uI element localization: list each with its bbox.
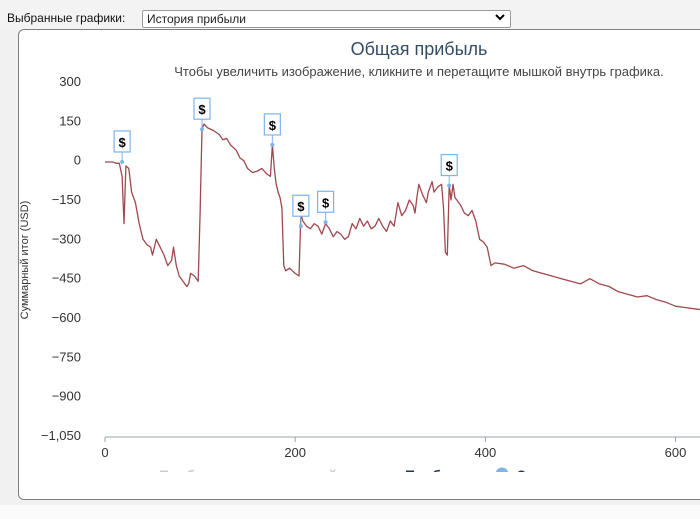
x-tick-label: 200	[284, 445, 306, 460]
chart-selector-value: История прибыли	[147, 12, 246, 26]
dollar-flag	[317, 190, 335, 213]
significant-win-point	[298, 224, 303, 229]
y-tick-label: 300	[59, 74, 81, 89]
legend: Прибыль за минусом рейка Прибыль Значитель…	[159, 467, 698, 472]
dollar-flag-label: $	[198, 102, 206, 117]
dollar-flag-label: $	[322, 195, 330, 210]
dollar-flag	[193, 97, 211, 120]
chevron-down-icon	[495, 14, 505, 21]
y-tick-label: −450	[52, 271, 81, 286]
chart-panel: Общая прибыль Чтобы увеличить изображени…	[18, 29, 700, 500]
chart-subtitle: Чтобы увеличить изображение, кликните и …	[174, 64, 663, 79]
dollar-flag-label: $	[297, 199, 305, 214]
chart-selector-dropdown[interactable]: История прибыли	[142, 10, 511, 28]
bottom-strip	[0, 505, 700, 519]
dollar-flag-label: $	[118, 135, 126, 150]
significant-win-point	[120, 159, 125, 164]
y-tick-label: −300	[52, 231, 81, 246]
dollar-flag-label: $	[269, 118, 277, 133]
legend-symbol-significant-wins	[495, 467, 509, 472]
profit-chart[interactable]: Общая прибыль Чтобы увеличить изображени…	[1, 1, 700, 472]
dollar-flag-label: $	[446, 159, 454, 174]
dollar-flag	[113, 130, 131, 153]
y-tick-label: −1,050	[41, 428, 81, 443]
significant-win-point	[199, 127, 204, 132]
legend-label-profit: Прибыль	[405, 467, 471, 472]
dollar-flag	[440, 153, 458, 177]
significant-win-point	[447, 183, 452, 188]
x-tick-label: 0	[101, 445, 108, 460]
y-tick-label: −150	[52, 192, 81, 207]
markers-layer: $ $ $ $ $ $	[113, 97, 458, 229]
dollar-flag	[263, 113, 281, 136]
x-axis-ticks: 02004006008001000	[101, 436, 700, 460]
x-tick-label: 600	[665, 445, 687, 460]
top-bar: Выбранные графики: История прибыли	[0, 0, 700, 30]
y-axis-ticks: 300 150 0 −150 −300 −450 −600 −750 −900 −1,050	[41, 74, 81, 443]
dollar-flag	[292, 194, 310, 217]
y-tick-label: 0	[74, 153, 81, 168]
y-tick-label: −600	[52, 310, 81, 325]
significant-win-point	[323, 220, 328, 225]
y-axis-label: Суммарный итог (USD)	[19, 201, 31, 320]
x-tick-label: 400	[474, 445, 496, 460]
significant-win-point	[270, 142, 275, 147]
legend-label-significant-wins: Значительные выигрыши	[517, 467, 698, 472]
y-tick-label: 150	[59, 113, 81, 128]
y-tick-label: −900	[52, 389, 81, 404]
legend-label-net-profit: Прибыль за минусом рейка	[159, 467, 352, 472]
chart-selector-label: Выбранные графики:	[7, 11, 126, 25]
series-layer	[105, 123, 700, 311]
chart-title: Общая прибыль	[351, 39, 488, 59]
series-line-profit	[105, 123, 700, 311]
y-tick-label: −750	[52, 349, 81, 364]
